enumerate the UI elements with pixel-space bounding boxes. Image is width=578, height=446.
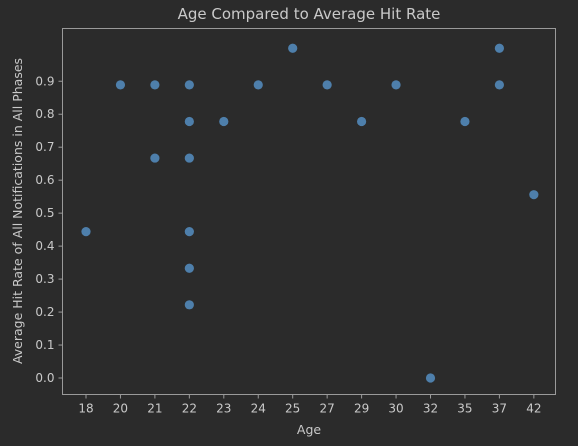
data-point-0-5	[184, 116, 194, 127]
y-axis: 0.0 0.1 0.2 0.3 0.4 0.5 0.6 0.7 0.8 0.9	[35, 74, 63, 385]
data-point-0-16	[425, 373, 436, 383]
data-point-0-1	[115, 80, 126, 90]
x-tick-label-25: 25	[285, 402, 300, 416]
x-tick-label-35: 35	[457, 402, 472, 416]
y-axis-label: Average Hit Rate of All Notifications in…	[10, 58, 25, 364]
plot-frame	[62, 28, 556, 395]
data-point-0-9	[184, 300, 194, 310]
x-tick-label-29: 29	[354, 402, 369, 416]
data-point-0-7	[184, 227, 194, 237]
x-tick-label-42: 42	[526, 402, 541, 416]
x-tick-label-37: 37	[492, 402, 507, 416]
x-tick-label-22: 22	[182, 402, 197, 416]
data-point-0-17	[460, 116, 470, 127]
y-tick-label-9: 0.9	[35, 74, 54, 88]
data-point-0-14	[357, 116, 367, 127]
x-tick-label-23: 23	[216, 402, 231, 416]
data-point-0-11	[253, 80, 263, 90]
y-tick-label-8: 0.8	[35, 107, 54, 121]
y-tick-label-5: 0.5	[35, 206, 54, 220]
data-point-0-8	[184, 263, 194, 273]
data-point-0-13	[322, 80, 332, 90]
y-tick-label-0: 0.0	[35, 371, 54, 385]
y-tick-label-6: 0.6	[35, 173, 54, 187]
x-tick-label-24: 24	[251, 402, 266, 416]
data-point-0-19	[494, 80, 504, 90]
data-point-0-4	[184, 80, 194, 90]
data-point-0-10	[219, 116, 229, 127]
x-tick-label-30: 30	[388, 402, 403, 416]
y-tick-label-7: 0.7	[35, 140, 54, 154]
x-tick-label-20: 20	[113, 402, 128, 416]
chart-title: Age Compared to Average Hit Rate	[178, 5, 441, 23]
data-point-0-15	[391, 80, 401, 90]
data-point-0-18	[494, 43, 504, 53]
x-tick-label-32: 32	[423, 402, 438, 416]
y-tick-label-2: 0.2	[35, 305, 54, 319]
x-tick-label-18: 18	[78, 402, 93, 416]
x-axis-label: Age	[297, 422, 321, 437]
y-tick-label-4: 0.4	[35, 239, 54, 253]
data-point-0-20	[529, 190, 539, 200]
x-axis: 18 20 21 22 23 24 25 27 29 30 32 35 37 42	[78, 394, 541, 416]
x-tick-label-27: 27	[320, 402, 335, 416]
data-point-0-3	[150, 153, 160, 163]
data-point-0-0	[81, 227, 91, 237]
data-points	[81, 43, 539, 383]
y-tick-label-3: 0.3	[35, 272, 54, 286]
data-point-0-2	[150, 80, 160, 90]
x-tick-label-21: 21	[147, 402, 162, 416]
data-point-0-6	[184, 153, 194, 163]
y-tick-label-1: 0.1	[35, 338, 54, 352]
data-point-0-12	[288, 43, 298, 53]
